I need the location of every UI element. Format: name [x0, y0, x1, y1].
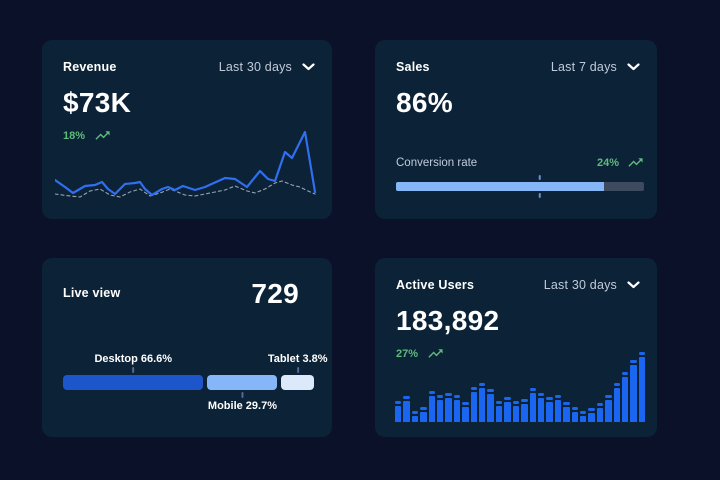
- user-bar: [621, 372, 629, 422]
- sales-title: Sales: [396, 60, 430, 74]
- user-bar: [605, 395, 612, 422]
- user-bar: [504, 397, 511, 422]
- active-users-title: Active Users: [396, 278, 475, 292]
- revenue-card: Revenue Last 30 days $73K 18%: [42, 40, 332, 219]
- trend-up-icon: [628, 158, 643, 167]
- user-bar: [487, 389, 494, 422]
- user-bar: [428, 391, 436, 422]
- user-bar: [537, 393, 545, 422]
- conversion-progress-fill: [396, 182, 605, 191]
- active-users-delta: 27%: [375, 337, 657, 360]
- revenue-line-chart: [55, 130, 317, 198]
- user-bar: [437, 395, 444, 422]
- segment-mobile: [207, 375, 278, 390]
- revenue-title: Revenue: [63, 60, 117, 74]
- user-bar: [546, 397, 553, 422]
- live-view-title: Live view: [63, 286, 121, 300]
- user-bar: [554, 395, 562, 422]
- conversion-rate-row: Conversion rate 24%: [396, 156, 644, 169]
- active-users-period-dropdown[interactable]: Last 30 days: [544, 278, 640, 292]
- tablet-tick: [296, 367, 299, 373]
- active-users-header: Active Users Last 30 days: [375, 258, 657, 292]
- active-users-bar-chart: [395, 352, 646, 422]
- segment-desktop: [63, 375, 204, 390]
- user-bar: [596, 403, 604, 422]
- user-bar: [563, 402, 570, 422]
- user-bar: [579, 411, 587, 422]
- sales-card: Sales Last 7 days 86% Conversion rate 24…: [375, 40, 657, 219]
- conversion-delta-value: 24%: [596, 156, 619, 169]
- sales-value: 86%: [396, 87, 453, 118]
- user-bar: [470, 387, 478, 422]
- chevron-down-icon: [302, 63, 315, 71]
- conversion-rate-label: Conversion rate: [396, 156, 478, 169]
- user-bar: [403, 396, 410, 422]
- sales-period-dropdown[interactable]: Last 7 days: [551, 60, 640, 74]
- user-bar: [638, 352, 646, 422]
- user-bar: [512, 401, 520, 422]
- user-bar: [630, 360, 637, 422]
- progress-marker-top: [538, 175, 542, 180]
- mobile-tick: [241, 392, 244, 398]
- desktop-share-label: Desktop 66.6%: [94, 353, 172, 373]
- user-bar: [613, 383, 620, 422]
- device-breakdown-chart: Desktop 66.6% Tablet 3.8% Mobile 29.7%: [63, 351, 328, 414]
- active-users-delta-value: 27%: [396, 347, 419, 360]
- user-bar: [453, 395, 461, 422]
- sales-header: Sales Last 7 days: [375, 40, 657, 74]
- user-bar: [411, 411, 419, 422]
- user-bar: [495, 401, 503, 422]
- user-bar: [479, 383, 486, 422]
- progress-marker-bottom: [538, 193, 542, 198]
- revenue-delta-value: 18%: [63, 129, 86, 142]
- tablet-share-label: Tablet 3.8%: [268, 353, 328, 373]
- sales-period-label: Last 7 days: [550, 60, 617, 74]
- user-bar: [521, 399, 528, 422]
- labels-above: Desktop 66.6% Tablet 3.8%: [63, 351, 328, 373]
- chevron-down-icon: [627, 281, 640, 289]
- active-users-value: 183,892: [396, 305, 500, 336]
- user-bar: [420, 407, 427, 422]
- user-bar: [445, 393, 452, 422]
- live-view-value: 729: [251, 278, 299, 309]
- conversion-rate-delta: 24%: [597, 156, 644, 169]
- device-stacked-bar: [63, 375, 314, 390]
- user-bar: [395, 401, 402, 422]
- user-bar: [529, 388, 536, 422]
- segment-tablet: [281, 375, 314, 390]
- conversion-progress-bar: [396, 175, 644, 198]
- revenue-delta: 18%: [42, 119, 332, 142]
- user-bar: [571, 407, 578, 422]
- chevron-down-icon: [627, 63, 640, 71]
- active-users-card: Active Users Last 30 days 183,892 27%: [375, 258, 657, 437]
- revenue-period-label: Last 30 days: [218, 60, 292, 74]
- user-bar: [462, 402, 469, 422]
- revenue-period-dropdown[interactable]: Last 30 days: [219, 60, 315, 74]
- live-view-header: Live view 729: [42, 258, 332, 310]
- trend-up-icon: [95, 131, 110, 140]
- active-users-period-label: Last 30 days: [543, 278, 617, 292]
- trend-up-icon: [428, 349, 443, 358]
- desktop-tick: [132, 367, 135, 373]
- user-bar: [588, 408, 595, 422]
- revenue-header: Revenue Last 30 days: [42, 40, 332, 74]
- live-view-card: Live view 729 Desktop 66.6% Tablet 3.8% …: [42, 258, 332, 437]
- mobile-share-label: Mobile 29.7%: [208, 392, 277, 412]
- labels-below: Mobile 29.7%: [63, 392, 314, 414]
- revenue-value: $73K: [63, 87, 132, 118]
